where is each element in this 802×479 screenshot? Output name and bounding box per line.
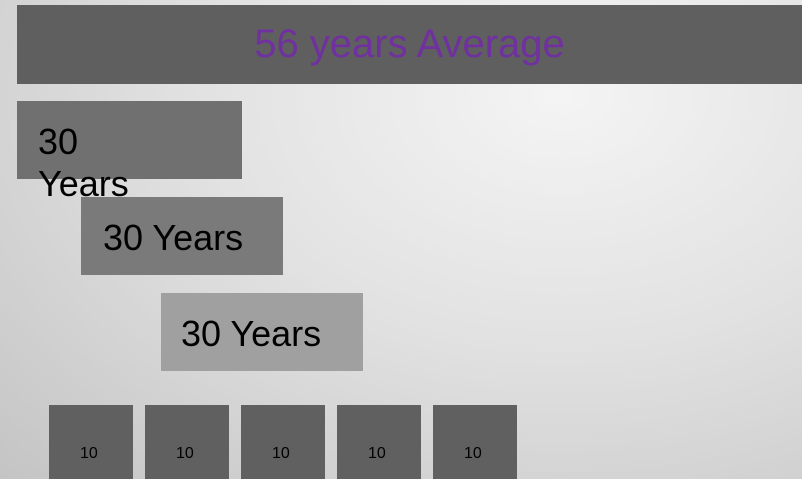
title-bar: 56 years Average [17, 5, 802, 84]
block: 30 Years [161, 293, 363, 371]
unit-box: 10 [49, 405, 133, 479]
block: 30 Years [81, 197, 283, 275]
title: 56 years Average [254, 22, 565, 66]
unit-box: 10 [433, 405, 517, 479]
unit-box: 10 [241, 405, 325, 479]
unit-label: 10 [80, 445, 98, 462]
unit-label: 10 [464, 445, 482, 462]
unit-box: 10 [145, 405, 229, 479]
unit-label: 10 [368, 445, 386, 462]
unit-label: 10 [176, 445, 194, 462]
unit-label: 10 [272, 445, 290, 462]
block-label: 30 Years [103, 217, 244, 258]
block-label: 30 Years [181, 313, 322, 354]
block: 30 Years [17, 101, 242, 204]
unit-box: 10 [337, 405, 421, 479]
block-label: 30 Years [38, 121, 129, 204]
